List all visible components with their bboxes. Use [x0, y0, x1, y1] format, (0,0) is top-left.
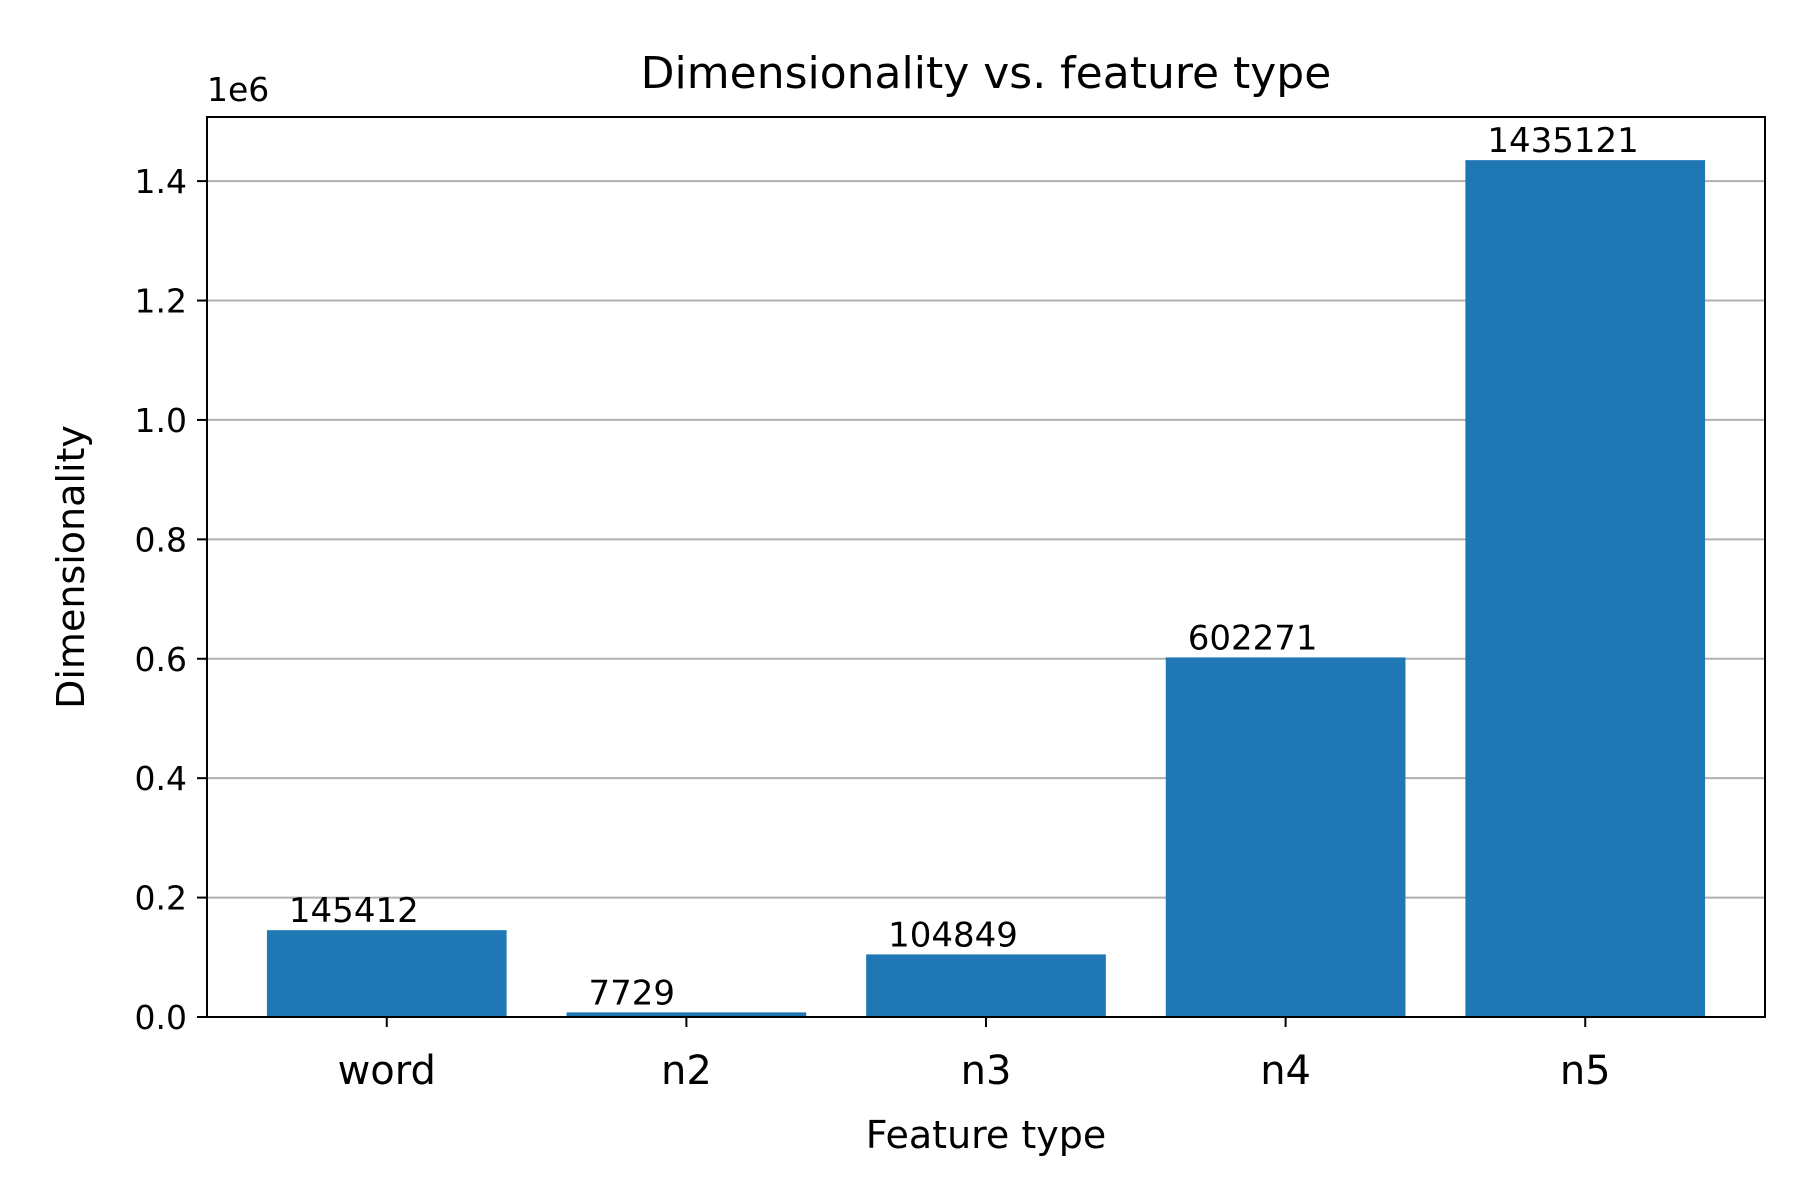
y-tick-label: 0.4	[135, 759, 187, 798]
bar-n2	[566, 1012, 807, 1017]
y-tick-label: 0.8	[135, 520, 187, 559]
bars	[266, 160, 1706, 1018]
data-labels: 145412 7729 104849 602271 1435121	[289, 121, 1639, 1013]
bar-word	[266, 930, 507, 1017]
y-tick-label: 1.4	[135, 162, 187, 201]
bar-n3	[866, 954, 1106, 1017]
y-tick-label: 0.6	[135, 640, 187, 679]
x-tick-label-n4: n4	[1260, 1048, 1311, 1094]
x-tick-label-n2: n2	[661, 1048, 712, 1094]
y-tick-label: 1.2	[135, 282, 187, 321]
y-tick-label: 1.0	[135, 401, 187, 440]
x-tick-label-word: word	[338, 1048, 436, 1094]
data-label-n4: 602271	[1188, 618, 1318, 658]
chart-title: Dimensionality vs. feature type	[641, 48, 1332, 99]
data-label-n2: 7729	[589, 973, 676, 1013]
x-tick-label-n5: n5	[1560, 1048, 1611, 1094]
data-label-n3: 104849	[888, 915, 1018, 955]
x-axis-label: Feature type	[866, 1113, 1107, 1157]
data-label-word: 145412	[289, 891, 419, 931]
y-axis-label: Dimensionality	[49, 425, 93, 709]
y-axis-offset-label: 1e6	[207, 70, 269, 109]
bar-n5	[1465, 160, 1706, 1018]
y-axis-ticks: 0.0 0.2 0.4 0.6 0.8 1.0 1.2 1.4	[135, 162, 207, 1037]
y-tick-label: 0.0	[135, 998, 187, 1037]
bar-n4	[1165, 657, 1406, 1017]
x-tick-label-n3: n3	[961, 1048, 1012, 1094]
y-tick-label: 0.2	[135, 879, 187, 918]
x-axis-ticks: word n2 n3 n4 n5	[338, 1017, 1611, 1094]
data-label-n5: 1435121	[1487, 121, 1638, 161]
